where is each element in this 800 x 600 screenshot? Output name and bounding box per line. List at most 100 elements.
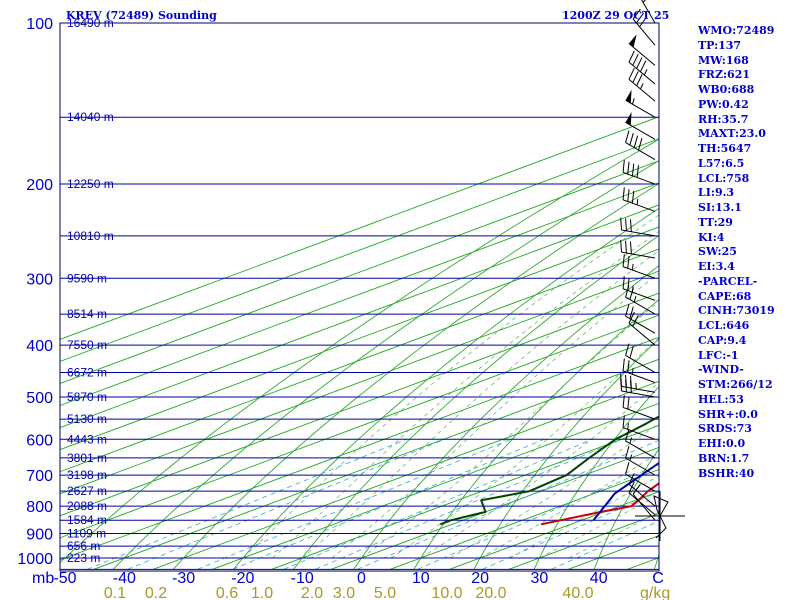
wind-barb-full bbox=[636, 74, 643, 86]
wind-barb-half bbox=[627, 423, 629, 430]
wind-barb-full bbox=[625, 343, 630, 356]
wind-barb-flag bbox=[625, 111, 632, 126]
wind-barb bbox=[625, 89, 656, 118]
height-label: 7550 m bbox=[67, 338, 107, 352]
index-item: -PARCEL- bbox=[698, 274, 758, 288]
isotherm-line bbox=[60, 182, 659, 407]
wind-barb bbox=[622, 254, 656, 279]
wind-barb-half bbox=[636, 198, 639, 205]
index-item: WMO:72489 bbox=[698, 24, 775, 37]
wind-barb-full bbox=[627, 161, 630, 175]
pressure-tick-label: 200 bbox=[26, 177, 53, 194]
height-label: 10810 m bbox=[67, 229, 114, 243]
plot-border bbox=[59, 22, 660, 572]
wind-barb bbox=[625, 111, 656, 140]
wind-barb-full bbox=[632, 53, 639, 66]
wind-barb-full bbox=[620, 378, 623, 392]
dry-adiabat bbox=[233, 207, 659, 570]
wind-barb-staff bbox=[628, 322, 656, 346]
wind-barb-full bbox=[622, 160, 625, 173]
wind-barb-full bbox=[629, 287, 634, 300]
mixing-ratio-line bbox=[232, 438, 545, 570]
isotherm-line bbox=[152, 380, 659, 570]
isotherm-line bbox=[330, 446, 659, 570]
wind-barb-staff bbox=[632, 18, 656, 46]
height-label: 6672 m bbox=[67, 365, 107, 379]
wind-barb-full bbox=[629, 219, 632, 232]
wind-barb-full bbox=[627, 189, 630, 202]
wind-barb-full bbox=[636, 165, 639, 178]
moist-adiabat bbox=[272, 231, 659, 559]
height-label: 12250 m bbox=[67, 177, 114, 191]
wind-barb-staff bbox=[628, 78, 656, 102]
index-item: TP:137 bbox=[698, 38, 742, 52]
wind-barb-full bbox=[625, 240, 627, 254]
mixing-ratio-tick-label: 20.0 bbox=[475, 585, 506, 600]
mixing-ratio-tick-label: 0.1 bbox=[104, 585, 126, 600]
mixing-ratio-line bbox=[315, 438, 622, 570]
height-label: 8514 m bbox=[67, 307, 107, 321]
wind-barb-full bbox=[627, 255, 630, 269]
index-item: SRDS:73 bbox=[698, 422, 752, 436]
wind-barb bbox=[622, 160, 656, 185]
wind-barb-staff bbox=[621, 229, 656, 237]
wind-barb-staff bbox=[625, 99, 656, 118]
wind-barb-flag bbox=[625, 89, 632, 104]
height-label: 223 m bbox=[67, 551, 100, 565]
wind-barb-flag bbox=[628, 34, 637, 48]
isotherm-line bbox=[60, 116, 659, 340]
wind-barb-full bbox=[628, 311, 635, 324]
dry-adiabat bbox=[593, 448, 659, 570]
wind-barb-staff bbox=[641, 0, 656, 24]
wind-barb-full bbox=[620, 217, 623, 231]
wind-barb-full bbox=[625, 462, 630, 475]
stability-indices-panel: WMO:72489 TP:137 MW:168 FRZ:621 WB0:688 PW:0.… bbox=[698, 24, 775, 481]
wind-barb-full bbox=[629, 345, 634, 359]
wind-barb-staff bbox=[625, 296, 656, 315]
wind-barb-full bbox=[632, 315, 639, 327]
wind-barb-full bbox=[632, 8, 641, 20]
wind-barb-full bbox=[636, 57, 643, 69]
wind-barb bbox=[620, 217, 656, 237]
height-label: 4443 m bbox=[67, 432, 107, 446]
wind-barb-full bbox=[625, 218, 627, 231]
wind-barb bbox=[625, 343, 656, 373]
pressure-tick-label: 500 bbox=[26, 390, 53, 407]
temperature-tick-label: 40 bbox=[590, 570, 608, 587]
index-item: SHR+:0.0 bbox=[698, 407, 758, 421]
wind-barb bbox=[628, 311, 656, 346]
isotherm-line bbox=[60, 292, 659, 517]
mixing-ratio-tick-label: 0.6 bbox=[216, 585, 238, 600]
y-axis-label: mb bbox=[32, 570, 54, 587]
height-label: 14040 m bbox=[67, 110, 114, 124]
dry-adiabat bbox=[353, 264, 659, 570]
index-item: BSHR:40 bbox=[698, 466, 755, 480]
wind-barb bbox=[628, 50, 656, 85]
background-grid bbox=[60, 116, 659, 570]
wind-barb bbox=[628, 472, 656, 507]
sounding-time: 1200Z 29 OCT 25 bbox=[562, 9, 670, 22]
wind-barb bbox=[628, 67, 656, 102]
moist-adiabat bbox=[479, 452, 659, 559]
moist-adiabat bbox=[301, 250, 659, 559]
dry-adiabat bbox=[413, 298, 659, 570]
hodograph bbox=[635, 491, 685, 541]
sounding-title: KREV (72489) Sounding bbox=[66, 9, 217, 22]
dry-adiabat bbox=[293, 234, 659, 570]
isotherm-line bbox=[60, 226, 659, 451]
height-label: 5870 m bbox=[67, 390, 107, 404]
dry-adiabat bbox=[112, 160, 659, 570]
wind-barb-full bbox=[622, 415, 625, 428]
isotherm-line bbox=[271, 424, 659, 570]
wind-barb-staff bbox=[622, 288, 656, 301]
pressure-tick-label: 900 bbox=[26, 527, 53, 544]
wind-barb-staff bbox=[622, 171, 656, 185]
index-item: CINH:73019 bbox=[698, 304, 775, 318]
temperature-tick-label: C bbox=[652, 570, 664, 587]
wind-barb-full bbox=[622, 254, 625, 267]
wind-barb-full bbox=[622, 395, 625, 408]
isobar-lines bbox=[60, 22, 659, 570]
wind-barb-staff bbox=[622, 199, 656, 212]
height-label: 656 m bbox=[67, 539, 100, 553]
temperature-tick-label: -30 bbox=[172, 570, 195, 587]
